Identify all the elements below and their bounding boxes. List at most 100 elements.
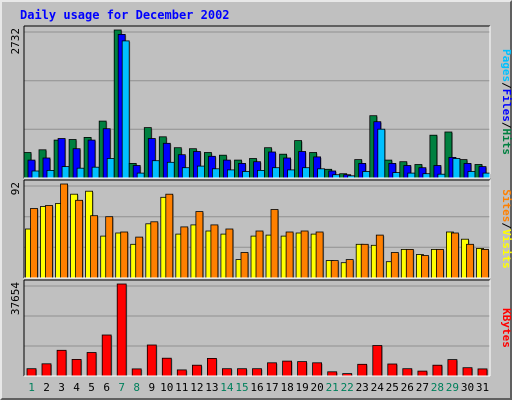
bar-pages-day-13 (211, 168, 220, 179)
x-tick-label: 11 (175, 381, 188, 394)
bar-sites-day-22 (345, 259, 354, 279)
bar-sites-day-2 (45, 205, 53, 279)
bar-kbytes-day-31 (477, 368, 488, 377)
bar-pages-day-4 (76, 167, 85, 179)
bar-sites-day-16 (255, 230, 264, 279)
bar-sites-day-7 (120, 231, 129, 279)
bar-kbytes-day-28 (432, 364, 443, 377)
x-tick-label: 22 (341, 381, 354, 394)
bar-sites-day-19 (300, 230, 309, 279)
bar-kbytes-day-7 (116, 283, 127, 377)
bar-kbytes-day-18 (282, 360, 293, 377)
x-tick-label: 25 (386, 381, 399, 394)
x-tick-label: 18 (280, 381, 293, 394)
bar-sites-day-28 (435, 248, 444, 279)
bar-sites-day-29 (450, 232, 459, 279)
bar-sites-day-21 (330, 260, 339, 279)
bar-kbytes-day-17 (267, 362, 277, 377)
x-tick-label: 24 (371, 381, 385, 394)
x-tick-label: 26 (401, 381, 414, 394)
bar-pages-day-24 (377, 128, 386, 179)
bar-kbytes-day-4 (71, 358, 82, 377)
bar-pages-day-12 (196, 165, 205, 179)
bar-sites-day-13 (210, 224, 219, 279)
bar-pages-day-8 (136, 172, 145, 179)
x-tick-label: 31 (476, 381, 489, 394)
bar-sites-day-18 (285, 231, 294, 279)
y-max-label: 37654 (9, 282, 22, 315)
bar-sites-day-20 (315, 231, 324, 279)
bar-kbytes-day-21 (327, 371, 338, 377)
y-max-label: 92 (9, 182, 22, 195)
x-tick-label: 3 (58, 381, 65, 394)
bar-sites-day-26 (405, 248, 414, 279)
bar-kbytes-day-27 (417, 370, 428, 377)
bar-pages-day-2 (46, 169, 55, 179)
bar-kbytes-day-23 (357, 363, 368, 377)
bar-pages-day-16 (257, 169, 265, 179)
bar-kbytes-day-30 (462, 367, 473, 377)
bar-sites-day-4 (75, 199, 83, 279)
x-tick-label: 20 (310, 381, 323, 394)
x-tick-label: 21 (326, 381, 339, 394)
bar-kbytes-day-24 (372, 345, 383, 377)
bar-pages-day-1 (31, 170, 40, 179)
bar-pages-day-17 (272, 167, 280, 179)
x-tick-label: 19 (295, 381, 308, 394)
x-tick-label: 28 (431, 381, 444, 394)
bar-pages-day-30 (467, 171, 476, 179)
x-tick-label: 5 (88, 381, 95, 394)
legend-separator: / (500, 222, 512, 229)
bar-sites-day-15 (240, 252, 249, 279)
bar-pages-day-10 (166, 161, 175, 179)
bar-sites-day-11 (180, 226, 189, 279)
x-tick-label: 27 (416, 381, 429, 394)
x-tick-label: 12 (190, 381, 203, 394)
bar-pages-day-11 (181, 167, 190, 179)
panel-visits_sites: 92 Sites/Visits (9, 180, 512, 279)
bar-sites-day-25 (390, 252, 399, 279)
legend-entry-kbytes: KBytes (500, 308, 512, 348)
bar-kbytes-day-13 (206, 357, 217, 377)
chart-title: Daily usage for December 2002 (20, 8, 230, 22)
bar-pages-day-5 (91, 166, 100, 179)
bar-sites-day-9 (150, 221, 159, 279)
bar-pages-day-14 (226, 169, 235, 179)
x-tick-label: 10 (160, 381, 173, 394)
x-tick-label: 29 (446, 381, 459, 394)
x-tick-label: 23 (356, 381, 369, 394)
bar-pages-day-26 (407, 172, 416, 179)
bar-sites-day-12 (195, 211, 204, 279)
bar-kbytes-day-16 (252, 368, 262, 377)
bar-kbytes-day-5 (86, 352, 97, 377)
legend-hits_files_pages: Pages/Files/Hits (500, 49, 512, 155)
bar-sites-day-5 (90, 215, 98, 279)
bar-kbytes-day-1 (26, 368, 37, 377)
bar-pages-day-31 (482, 172, 491, 179)
bar-sites-day-30 (466, 243, 474, 279)
x-tick-label: 8 (133, 381, 140, 394)
x-tick-label: 14 (220, 381, 234, 394)
panel-kbytes: 37654 KBytes (9, 280, 512, 377)
legend-entry-pages: Pages (500, 49, 512, 82)
bar-pages-day-23 (362, 171, 371, 179)
x-tick-label: 30 (461, 381, 474, 394)
bar-sites-day-24 (375, 234, 384, 279)
bar-pages-day-19 (302, 167, 311, 179)
bar-kbytes-day-6 (101, 334, 112, 377)
bar-kbytes-day-20 (312, 362, 323, 377)
bar-pages-day-25 (392, 172, 401, 179)
bar-kbytes-day-29 (447, 359, 458, 377)
bar-pages-day-29 (452, 158, 461, 179)
x-tick-label: 17 (265, 381, 278, 394)
bar-kbytes-day-8 (131, 368, 142, 377)
bar-sites-day-1 (30, 208, 38, 279)
bar-sites-day-10 (165, 193, 174, 279)
bar-sites-day-17 (270, 209, 279, 279)
x-tick-label: 6 (103, 381, 110, 394)
bar-pages-day-15 (242, 171, 250, 179)
legend-entry-sites: Sites (500, 189, 512, 222)
bar-pages-day-18 (287, 169, 296, 179)
bar-kbytes-day-9 (146, 344, 157, 377)
y-max-label: 2732 (9, 28, 22, 55)
